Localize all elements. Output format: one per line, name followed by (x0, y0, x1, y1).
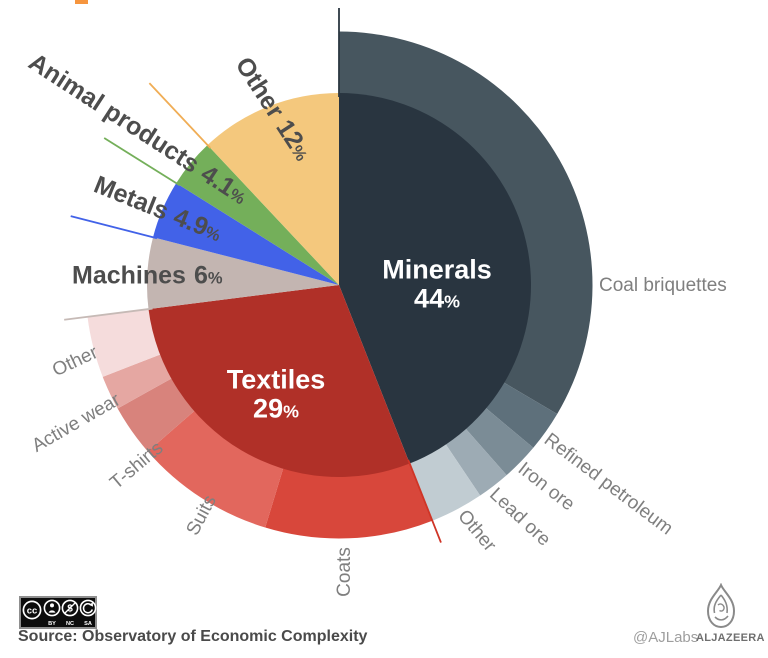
cc-license-badge: cc BY $ NC SA (19, 596, 97, 629)
cc-icon: cc (22, 600, 42, 620)
wedge-textiles (148, 285, 410, 477)
category-percent: 6 (193, 261, 208, 290)
wedge-metals (153, 183, 339, 285)
edge-line-animal-products (103, 137, 181, 187)
wedge-percent: 44% (382, 284, 492, 313)
sa-icon: SA (79, 599, 97, 627)
ring-segment-iron-ore-minerals (464, 407, 534, 476)
ring-segment-refined-petroleum-minerals (484, 381, 558, 448)
wedge-animal-products (176, 145, 339, 285)
percent-value: 44 (414, 283, 445, 313)
percent-sign: % (207, 269, 223, 288)
wedge-name: Textiles (226, 364, 326, 395)
top-accent-fragment (75, 0, 88, 4)
svg-text:SA: SA (84, 621, 92, 627)
nc-icon: $ NC (61, 599, 79, 627)
percent-sign: % (444, 291, 460, 311)
source-attribution: Source: Observatory of Economic Complexi… (18, 628, 368, 645)
svg-text:$: $ (67, 604, 73, 615)
edge-line-machines (64, 307, 153, 321)
wedge-machines (146, 237, 339, 310)
edge-line-metals (70, 215, 158, 240)
ring-segment-other-minerals (408, 442, 481, 521)
ajlabs-credit: @AJLabs (633, 629, 699, 646)
wedge-name: Minerals (382, 254, 492, 285)
sub-label-coats: Coats (334, 547, 355, 597)
wedge-label-textiles: Textiles 29% (227, 365, 326, 422)
svg-text:BY: BY (48, 621, 56, 627)
edge-line-other (148, 82, 211, 149)
svg-text:cc: cc (27, 605, 38, 616)
wedge-label-minerals: Minerals 44% (382, 255, 492, 312)
by-icon: BY (43, 599, 61, 627)
ring-segment-coal-briquettes-minerals (339, 31, 593, 415)
ring-segment-suits-textiles (147, 409, 284, 528)
edge-line-textiles (407, 459, 442, 543)
wedge-other (207, 93, 339, 285)
wedge-minerals (339, 93, 531, 464)
aljazeera-logo-icon (706, 583, 736, 629)
aljazeera-wordmark: ALJAZEERA (696, 632, 765, 644)
category-name: Machines (72, 261, 186, 290)
ring-segment-other-textiles (87, 308, 162, 377)
percent-sign: % (283, 401, 299, 421)
percent-value: 29 (253, 393, 284, 423)
ring-segment-coats-textiles (265, 461, 433, 539)
ring-segment-t-shirts-textiles (117, 377, 196, 452)
category-label-machines: Machines 6% (72, 262, 223, 291)
wedge-percent: 29% (227, 394, 326, 423)
sub-label-coal-briquettes: Coal briquettes (599, 275, 727, 296)
ring-segment-active-wear-textiles (102, 353, 174, 409)
svg-text:NC: NC (66, 621, 74, 627)
ring-segment-lead-ore-minerals (444, 427, 507, 496)
